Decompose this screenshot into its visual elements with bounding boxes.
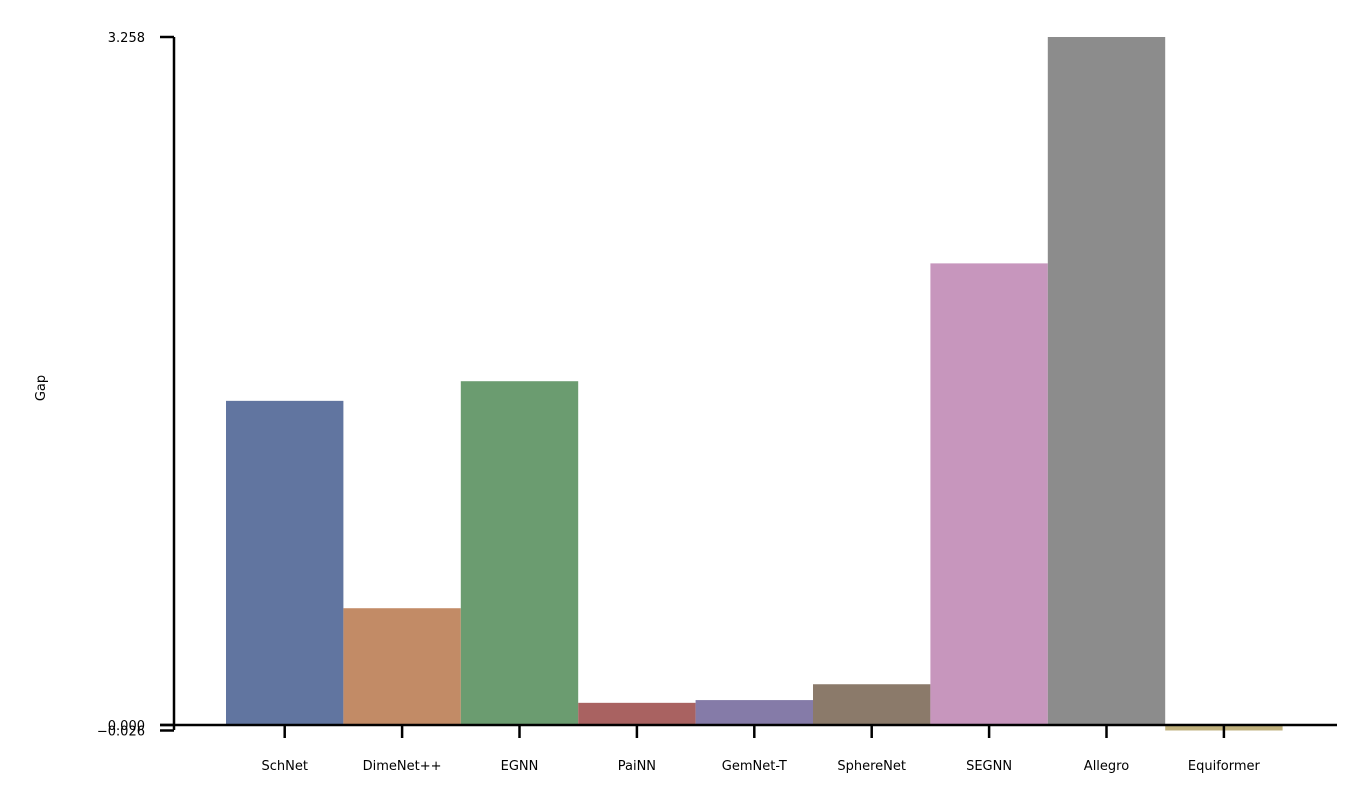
- x-tick-label: EGNN: [501, 759, 539, 774]
- bar-painn: [578, 702, 696, 725]
- ticks-layer: SchNet DimeNet++ EGNN PaiNN GemNet-T SphereNe…: [97, 31, 1261, 774]
- x-tick-label: PaiNN: [618, 759, 656, 774]
- bar-spherenet: [813, 684, 931, 725]
- bar-dimenet-: [343, 608, 461, 725]
- y-tick-label: 3.258: [108, 31, 145, 46]
- bar-gemnet-t: [695, 700, 813, 725]
- bar-allegro: [1047, 37, 1166, 725]
- y-axis-title: Gap: [34, 375, 49, 401]
- x-tick-label: SchNet: [261, 759, 307, 774]
- bar-schnet: [226, 400, 344, 725]
- bar-egnn: [460, 381, 579, 725]
- bar-segnn: [930, 263, 1048, 725]
- x-tick-label: SphereNet: [837, 759, 906, 774]
- x-tick-label: SEGNN: [966, 759, 1012, 774]
- y-tick-label: −0.026: [97, 724, 145, 739]
- x-tick-label: DimeNet++: [363, 759, 442, 774]
- bars-layer: [226, 37, 1283, 731]
- y-tick-label: 0.000: [108, 719, 145, 734]
- x-tick-label: GemNet-T: [722, 759, 787, 774]
- x-tick-label: Equiformer: [1188, 759, 1261, 774]
- x-tick-label: Allegro: [1084, 759, 1129, 774]
- axes-layer: [160, 37, 1337, 730]
